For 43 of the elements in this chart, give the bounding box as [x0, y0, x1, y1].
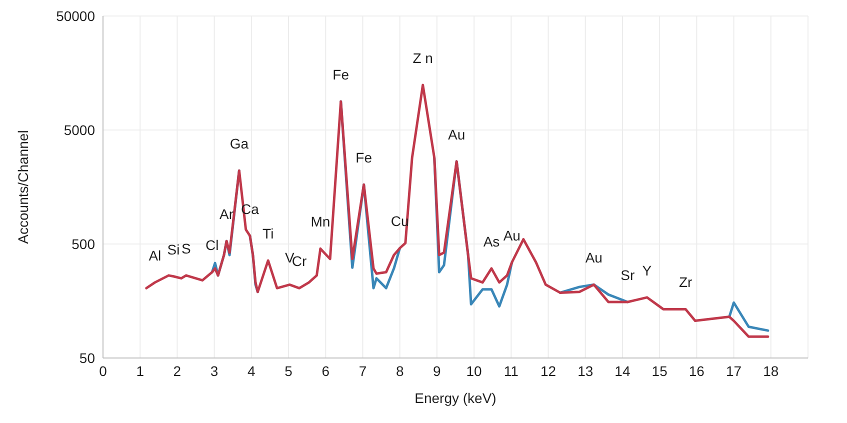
- x-tick-label: 8: [396, 362, 404, 379]
- x-tick-label: 3: [210, 362, 218, 379]
- y-tick-label: 5000: [64, 122, 96, 138]
- x-tick-label: 5: [284, 362, 293, 379]
- x-tick-label: 12: [540, 362, 556, 379]
- annotation: Fe: [332, 66, 350, 82]
- annotation: Si: [167, 241, 180, 258]
- x-tick-label: 18: [763, 362, 779, 379]
- x-tick-label: 6: [322, 362, 330, 379]
- x-tick-label: 11: [504, 362, 519, 379]
- x-tick-label: 13: [578, 362, 594, 379]
- annotation: As: [483, 233, 500, 250]
- annotation: Au: [448, 126, 466, 142]
- x-tick-label: 4: [248, 362, 256, 379]
- y-tick-label: 500: [72, 236, 96, 252]
- x-tick-label: 2: [173, 362, 182, 379]
- annotation: Al: [148, 247, 162, 264]
- x-tick-label: 14: [614, 362, 630, 379]
- x-tick-label: 7: [358, 362, 367, 379]
- x-tick-label: 9: [433, 362, 442, 379]
- annotation: Y: [642, 262, 652, 278]
- y-tick-label: 50: [79, 350, 96, 366]
- x-axis-title: Energy (keV): [414, 390, 496, 406]
- annotation: Cl: [205, 237, 219, 254]
- annotation: Sr: [620, 266, 636, 283]
- annotation: Zr: [678, 274, 692, 290]
- x-tick-label: 10: [466, 362, 482, 379]
- annotation: Fe: [356, 150, 372, 166]
- x-tick-label: 15: [652, 362, 668, 379]
- x-tick-label: 0: [99, 362, 108, 379]
- annotation: Au: [585, 250, 602, 266]
- x-tick-label: 17: [726, 362, 742, 379]
- annotation: Ga: [230, 136, 249, 152]
- annotation: Au: [503, 227, 520, 244]
- annotation: Ti: [262, 226, 274, 242]
- y-axis-title: Accounts/Channel: [14, 130, 31, 244]
- annotation: Mn: [310, 214, 330, 230]
- x-tick-label: 1: [136, 362, 144, 379]
- line-series: [145, 84, 770, 338]
- x-tick-label: 16: [688, 362, 705, 379]
- annotation: S: [181, 240, 191, 256]
- y-tick-label: 50000: [56, 8, 96, 24]
- annotation: Z n: [412, 50, 433, 66]
